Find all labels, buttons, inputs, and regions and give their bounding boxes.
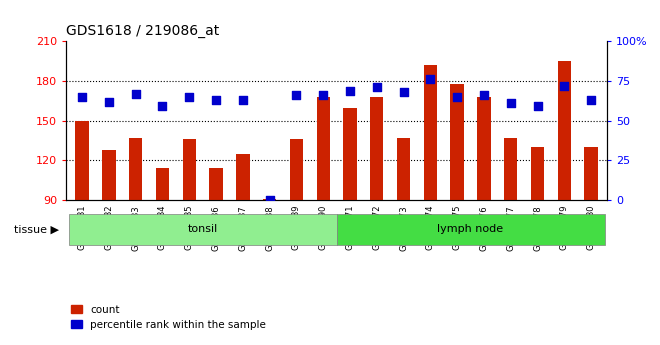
- Bar: [343, 108, 356, 200]
- Point: [452, 94, 463, 100]
- Point: [372, 85, 382, 90]
- Bar: [531, 147, 544, 200]
- Bar: [156, 168, 169, 200]
- Point: [238, 97, 248, 103]
- Point: [104, 99, 114, 105]
- Bar: [451, 84, 464, 200]
- Bar: [183, 139, 196, 200]
- Bar: [290, 139, 303, 200]
- Point: [425, 77, 436, 82]
- Bar: [263, 199, 277, 200]
- Point: [184, 94, 195, 100]
- Point: [586, 97, 597, 103]
- Bar: [477, 97, 490, 200]
- Bar: [504, 138, 517, 200]
- Text: tonsil: tonsil: [187, 225, 218, 234]
- Text: lymph node: lymph node: [438, 225, 504, 234]
- Bar: [236, 154, 249, 200]
- Point: [559, 83, 570, 89]
- Point: [318, 92, 329, 98]
- Point: [478, 92, 489, 98]
- Point: [211, 97, 221, 103]
- Bar: [558, 61, 571, 200]
- Text: tissue ▶: tissue ▶: [15, 225, 59, 234]
- Bar: [370, 97, 383, 200]
- Bar: [102, 150, 115, 200]
- Bar: [584, 147, 598, 200]
- Bar: [424, 65, 437, 200]
- Point: [345, 88, 355, 93]
- Point: [131, 91, 141, 97]
- Legend: count, percentile rank within the sample: count, percentile rank within the sample: [71, 305, 266, 330]
- Point: [532, 104, 543, 109]
- Point: [157, 104, 168, 109]
- Bar: [75, 121, 89, 200]
- Point: [265, 197, 275, 203]
- Point: [398, 89, 409, 95]
- Point: [291, 92, 302, 98]
- Text: GDS1618 / 219086_at: GDS1618 / 219086_at: [66, 24, 219, 38]
- Bar: [129, 138, 143, 200]
- Bar: [317, 97, 330, 200]
- Bar: [209, 168, 222, 200]
- Bar: [397, 138, 411, 200]
- Point: [506, 100, 516, 106]
- Point: [77, 94, 87, 100]
